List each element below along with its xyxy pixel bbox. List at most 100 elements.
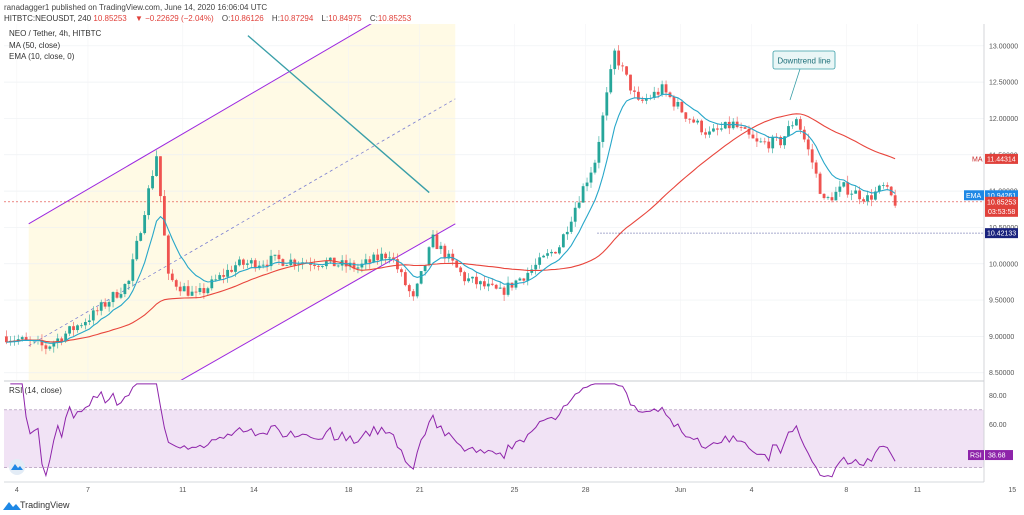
candle-body: [155, 156, 158, 176]
candle-body: [190, 291, 194, 296]
x-tick-label: 18: [345, 487, 353, 494]
candle-body: [834, 191, 838, 201]
candle-body: [348, 262, 352, 267]
camera-icon[interactable]: [9, 459, 25, 475]
ma-badge: MA 11.44314: [972, 153, 1018, 164]
candle-body: [384, 253, 387, 259]
candle-body: [76, 325, 79, 331]
candle-body: [640, 99, 644, 101]
candle-body: [787, 126, 790, 137]
candle-body: [692, 119, 696, 123]
candle-body: [84, 322, 87, 326]
low-value: 10.84975: [328, 14, 362, 23]
x-tick-label: 15: [1008, 487, 1016, 494]
downtrend-annotation[interactable]: Downtrend line: [772, 50, 836, 101]
candle-body: [313, 264, 316, 266]
candle-body: [767, 141, 771, 149]
candle-body: [471, 276, 474, 279]
svg-text:RSI: RSI: [970, 453, 982, 460]
candle-body: [403, 272, 407, 286]
annotation-box: [772, 50, 836, 70]
candle-body: [321, 266, 324, 267]
publish-info: ranadagger1 published on TradingView.com…: [4, 3, 268, 12]
tradingview-brand: TradingView: [20, 500, 70, 510]
candle-body: [893, 195, 897, 206]
candle-body: [585, 182, 589, 187]
y-tick-label: 9.00000: [989, 334, 1014, 341]
candle-body: [64, 333, 68, 342]
candle-body: [186, 286, 190, 296]
candle-body: [810, 149, 814, 163]
candle-body: [723, 121, 727, 129]
candle-body: [818, 173, 822, 194]
candle-body: [48, 346, 52, 349]
candle-body: [447, 253, 451, 259]
candle-body: [617, 50, 621, 66]
candle-body: [577, 202, 581, 208]
y-tick-label: 12.00000: [989, 116, 1018, 123]
candle-body: [234, 265, 237, 272]
candle-body: [147, 188, 150, 216]
support-badge: 10.42133: [985, 228, 1018, 239]
candle-body: [550, 251, 553, 254]
y-tick-label: 10.00000: [989, 261, 1018, 268]
candle-body: [427, 247, 431, 266]
candle-body: [411, 291, 415, 297]
svg-text:03:53:58: 03:53:58: [988, 209, 1015, 216]
candle-body: [407, 285, 411, 292]
x-tick-label: 7: [86, 487, 90, 494]
candle-body: [435, 234, 439, 250]
candle-body: [277, 254, 281, 260]
candle-body: [814, 162, 818, 174]
candle-body: [739, 127, 743, 128]
candle-body: [850, 193, 854, 195]
x-tick-label: 25: [511, 487, 519, 494]
candle-body: [222, 275, 226, 277]
candle-body: [328, 257, 332, 262]
candle-body: [72, 326, 75, 331]
candle-body: [526, 272, 530, 281]
svg-text:38.68: 38.68: [988, 453, 1006, 460]
candle-body: [174, 280, 178, 287]
candle-body: [613, 50, 617, 70]
candle-body: [538, 257, 542, 265]
candle-body: [392, 257, 395, 260]
candle-body: [352, 262, 356, 269]
candle-body: [870, 195, 873, 200]
y-tick-label: 13.00000: [989, 43, 1018, 50]
ema-line: [6, 93, 896, 344]
candle-body: [87, 320, 91, 323]
candle-body: [593, 162, 597, 173]
candle-body: [368, 259, 372, 263]
price-chart[interactable]: Downtrend line 8.50000 9.00000 9.50000 10.0…: [0, 0, 1024, 497]
candle-body: [838, 186, 842, 192]
annotation-pointer: [789, 68, 801, 101]
candlesticks: [5, 45, 897, 355]
candle-body: [400, 269, 403, 273]
candle-body: [609, 69, 613, 93]
candle-body: [779, 136, 782, 146]
candle-body: [103, 302, 107, 307]
candle-body: [336, 265, 340, 267]
candle-body: [561, 234, 565, 248]
candle-body: [530, 269, 534, 273]
candle-body: [376, 254, 380, 261]
candle-body: [751, 134, 755, 139]
candle-body: [486, 283, 490, 287]
candle-body: [143, 215, 147, 234]
candle-body: [202, 288, 206, 294]
candle-body: [356, 267, 360, 269]
candle-body: [791, 125, 794, 127]
low-label: L:: [321, 14, 329, 23]
candle-body: [482, 281, 486, 287]
candle-body: [569, 221, 573, 232]
candle-body: [656, 91, 660, 95]
candle-body: [273, 254, 277, 256]
candle-body: [24, 337, 28, 340]
candle-body: [644, 98, 648, 101]
candle-body: [419, 271, 423, 284]
candle-body: [360, 263, 364, 268]
candle-body: [731, 121, 735, 129]
candle-body: [696, 120, 700, 123]
